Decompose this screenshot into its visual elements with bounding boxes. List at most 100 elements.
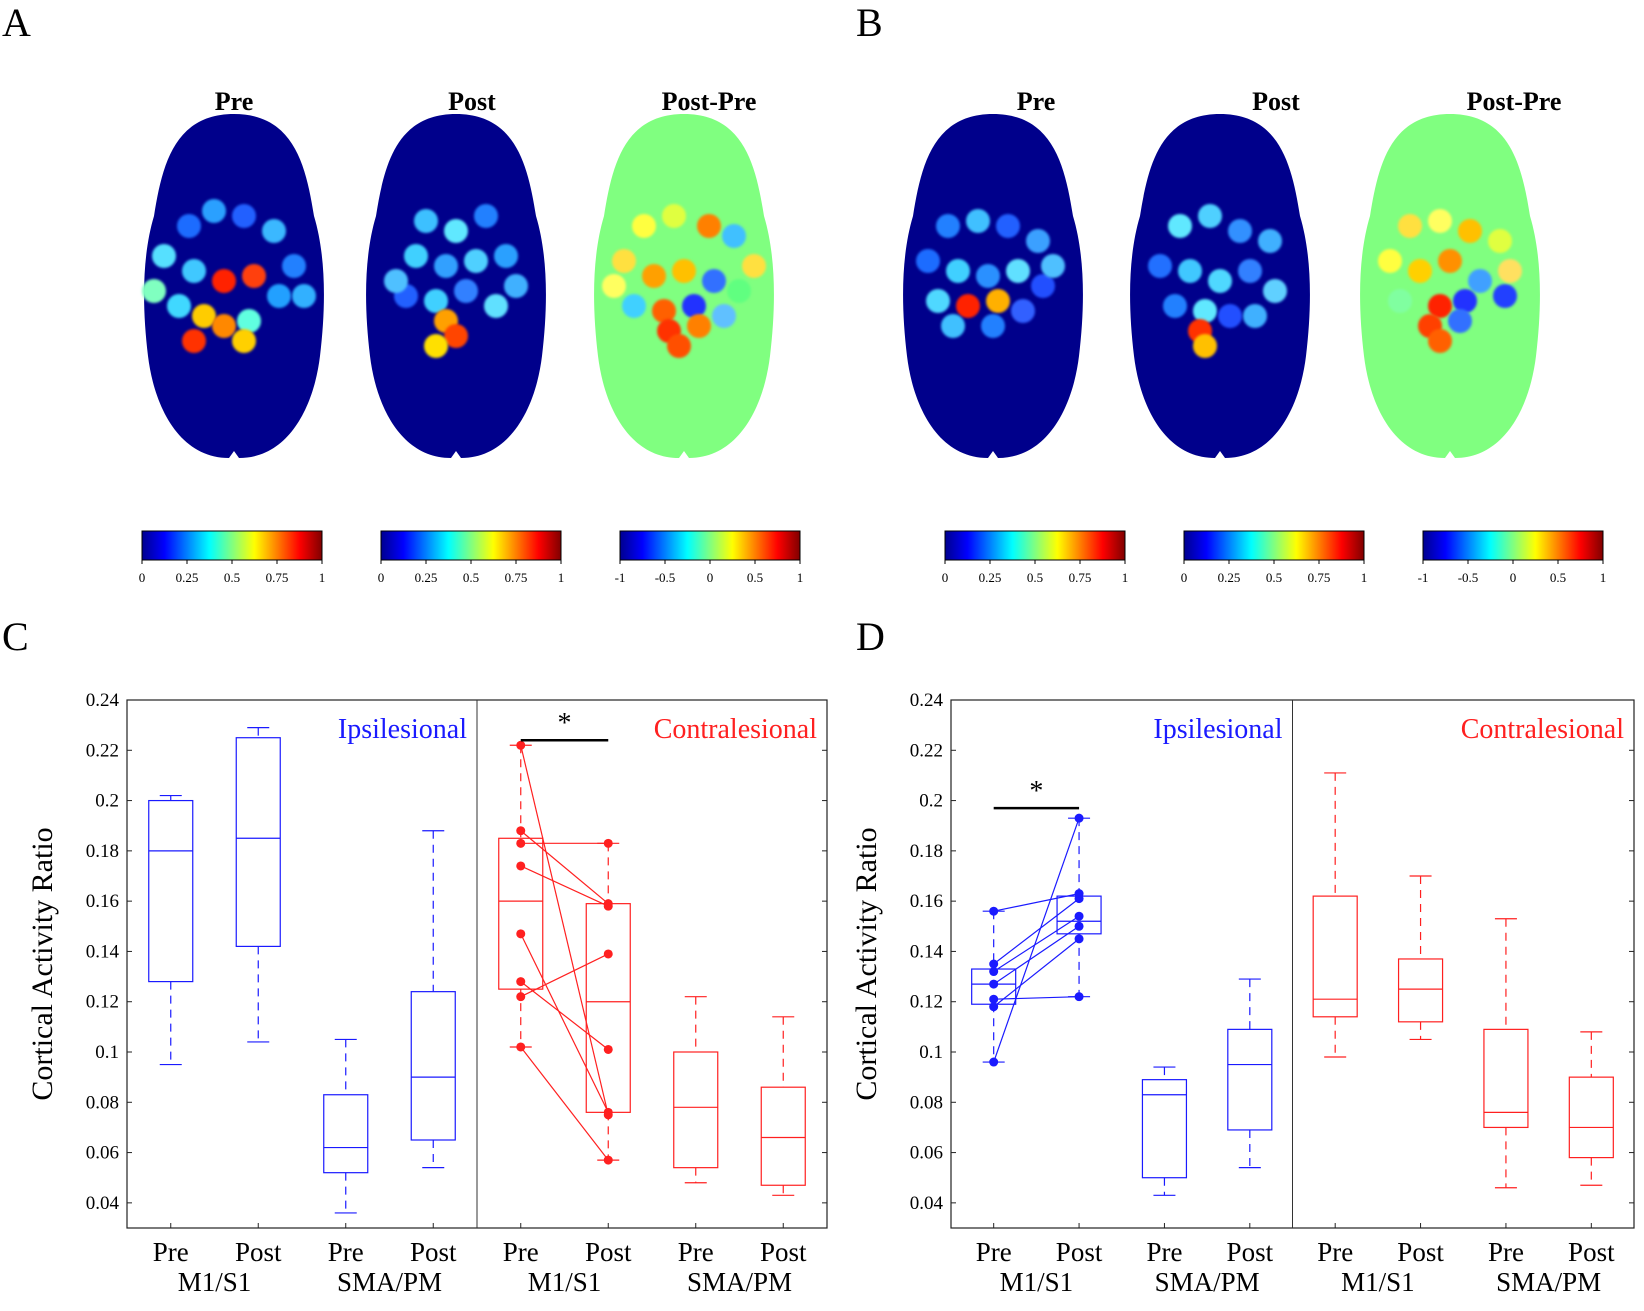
map-title-diff-b: Post-Pre: [1467, 87, 1562, 116]
box-iqr: [1312, 895, 1358, 1018]
y-tick-label: 0.18: [86, 841, 119, 862]
colorbar-tick-label: 0.25: [979, 570, 1002, 585]
activity-blob: [1488, 229, 1512, 253]
box-ipsilesional-sma-pm-post: [1227, 978, 1273, 1169]
activity-blob: [667, 334, 691, 358]
activity-blob: [464, 249, 488, 273]
y-tick-label: 0.04: [910, 1193, 944, 1214]
y-tick-label: 0.24: [86, 690, 120, 711]
activity-blob: [622, 294, 646, 318]
data-point-pre: [516, 861, 526, 871]
colorbar-tick-label: 0.5: [463, 570, 479, 585]
colorbar-tick-label: -1: [615, 570, 626, 585]
activity-blob: [1168, 214, 1192, 238]
x-tick-label: Post: [1397, 1237, 1444, 1267]
paired-line: [520, 1046, 609, 1161]
brain-map-post_b: [1130, 114, 1310, 458]
activity-blob: [1041, 254, 1065, 278]
colorbar-tick-label: 0: [707, 570, 714, 585]
box-contralesional-m1-s1-post: [1397, 875, 1444, 1041]
activity-blob: [1453, 289, 1477, 313]
activity-blob: [474, 204, 498, 228]
box-contralesional-sma-pm-pre: [673, 996, 719, 1184]
activity-blob: [1193, 334, 1217, 358]
paired-line: [993, 893, 1080, 912]
activity-blob: [1458, 219, 1482, 243]
activity-blob: [662, 204, 686, 228]
y-axis-label: Cortical Activity Ratio: [26, 827, 59, 1100]
activity-blob: [1208, 269, 1232, 293]
data-point-post: [1074, 921, 1084, 931]
activity-blob: [1258, 229, 1282, 253]
colorbar-tick-label: 0: [942, 570, 949, 585]
panel-letter-d: D: [856, 614, 885, 659]
map-title-pre-b: Pre: [1017, 87, 1056, 116]
y-tick-label: 0.22: [910, 740, 943, 761]
activity-blob: [936, 214, 960, 238]
colorbar-tick-label: -0.5: [655, 570, 676, 585]
activity-blob: [424, 289, 448, 313]
box-plot-c: 0.04 0.06 0.08 0.1 0.12 0.14 0.16 0.18 0.2 0.22 0.…: [26, 690, 828, 1297]
activity-blob: [742, 254, 766, 278]
activity-blob: [1388, 289, 1412, 313]
colorbar-tick-label: -0.5: [1458, 570, 1479, 585]
x-tick-label: Pre: [503, 1237, 539, 1267]
box-iqr: [1483, 1028, 1529, 1129]
activity-blob: [182, 329, 206, 353]
map-title-post-b: Post: [1252, 87, 1300, 116]
activity-blob: [697, 214, 721, 238]
region-label: M1/S1: [528, 1267, 602, 1297]
activity-blob: [424, 334, 448, 358]
colorbar-tick-label: 0.5: [1266, 570, 1282, 585]
box-ipsilesional-m1-s1-pre: [148, 794, 194, 1066]
region-label: M1/S1: [1000, 1267, 1074, 1297]
activity-blob: [1163, 294, 1187, 318]
y-tick-label: 0.06: [86, 1143, 119, 1164]
y-tick-label: 0.1: [919, 1042, 943, 1063]
y-tick-label: 0.2: [919, 791, 943, 812]
data-point-post: [1074, 911, 1084, 921]
colorbar-tick-label: 0.25: [415, 570, 438, 585]
activity-blob: [986, 289, 1010, 313]
panel-letter-a: A: [2, 0, 31, 45]
activity-blob: [434, 254, 458, 278]
colorbar-tick-label: 0.5: [747, 570, 763, 585]
y-tick-label: 0.2: [95, 791, 119, 812]
box-iqr: [148, 799, 194, 983]
y-tick-label: 0.1: [95, 1042, 119, 1063]
box-iqr: [1141, 1079, 1188, 1179]
data-point-post: [603, 901, 613, 911]
box-contralesional-m1-s1-pre: [498, 744, 544, 1048]
activity-blob: [212, 314, 236, 338]
y-tick-label: 0.14: [910, 941, 944, 962]
activity-blob: [292, 284, 316, 308]
colorbar-tick-label: 0.75: [1308, 570, 1331, 585]
activity-blob: [242, 264, 266, 288]
activity-blob: [182, 259, 206, 283]
colorbar-tick-label: 0.5: [224, 570, 240, 585]
activity-blob: [602, 274, 626, 298]
box-iqr: [323, 1094, 369, 1174]
data-point-pre: [989, 1002, 999, 1012]
activity-blob: [267, 284, 291, 308]
y-tick-label: 0.12: [910, 992, 943, 1013]
activity-blob: [262, 219, 286, 243]
activity-blob: [727, 279, 751, 303]
activity-blob: [672, 259, 696, 283]
data-point-pre: [516, 1042, 526, 1052]
activity-blob: [444, 324, 468, 348]
activity-blob: [687, 314, 711, 338]
activity-blob: [1438, 249, 1462, 273]
activity-blob: [232, 329, 256, 353]
brain-maps-panel-b: Pre Post Post-Pre: [1017, 87, 1562, 116]
y-tick-label: 0.14: [86, 941, 120, 962]
box-iqr: [410, 991, 456, 1141]
data-point-pre: [516, 977, 526, 987]
x-tick-label: Pre: [328, 1237, 364, 1267]
data-point-post: [1074, 934, 1084, 944]
data-point-post: [1074, 992, 1084, 1002]
activity-blob: [504, 274, 528, 298]
data-point-post: [1074, 894, 1084, 904]
box-iqr: [760, 1086, 806, 1186]
